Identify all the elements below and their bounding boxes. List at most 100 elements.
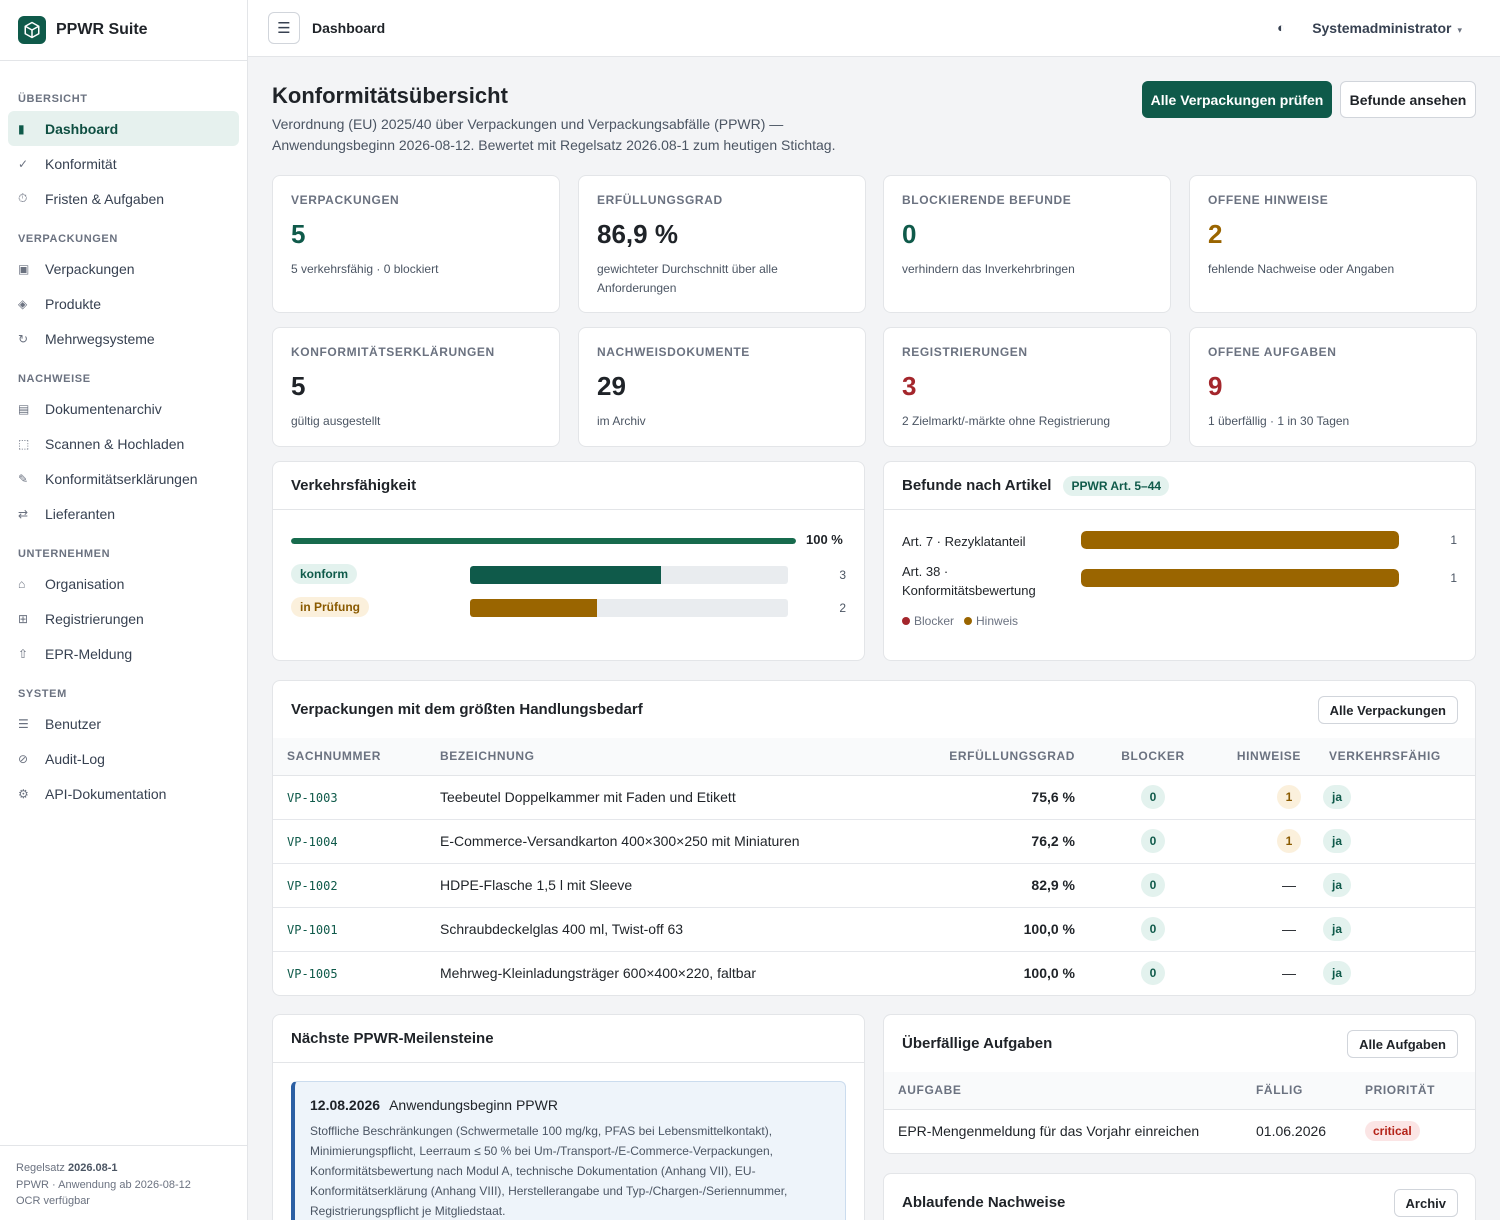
priority-badge: critical bbox=[1365, 1121, 1420, 1142]
packaging-grade: 100,0 % bbox=[1023, 965, 1075, 982]
nav-section-title: NACHWEISE bbox=[18, 373, 91, 385]
stat-card[interactable]: ERFÜLLUNGSGRAD 86,9 % gewichteter Durchsch… bbox=[578, 175, 866, 313]
view-findings-button[interactable]: Befunde ansehen bbox=[1340, 81, 1476, 118]
sidebar-item-registrierungen[interactable]: ⊞ Registrierungen bbox=[8, 601, 239, 636]
brand[interactable]: PPWR Suite bbox=[0, 0, 247, 61]
sidebar-item-scannen-hochladen[interactable]: ⬚ Scannen & Hochladen bbox=[8, 426, 239, 461]
packaging-action-card: Verpackungen mit dem größten Handlungsbe… bbox=[272, 680, 1476, 996]
ruleset-prefix: Regelsatz bbox=[16, 1162, 68, 1174]
sidebar-item-verpackungen[interactable]: ▣ Verpackungen bbox=[8, 251, 239, 286]
blocker-count: 0 bbox=[1141, 873, 1165, 897]
overall-progress-track bbox=[291, 538, 796, 544]
legend-item: Blocker bbox=[902, 614, 954, 628]
api-dokumentation-icon: ⚙ bbox=[18, 786, 29, 801]
sidebar-item-label: Lieferanten bbox=[45, 505, 116, 522]
col-prioritaet[interactable]: PRIORITÄT bbox=[1365, 1072, 1475, 1110]
marketable-badge: ja bbox=[1323, 961, 1351, 986]
packaging-grade: 100,0 % bbox=[910, 907, 1075, 952]
sidebar-item-epr-meldung[interactable]: ⇧ EPR-Meldung bbox=[8, 636, 239, 671]
overdue-header: Überfällige Aufgaben Alle Aufgaben bbox=[884, 1015, 1475, 1072]
packaging-name: Mehrweg-Kleinladungsträger 600×400×220, … bbox=[440, 965, 756, 982]
col-bezeichnung[interactable]: BEZEICHNUNG bbox=[440, 738, 910, 776]
archive-button[interactable]: Archiv bbox=[1393, 1189, 1458, 1217]
marketable-badge: ja bbox=[1323, 873, 1351, 897]
packaging-id[interactable]: VP-1003 bbox=[273, 775, 440, 820]
theme-toggle-icon[interactable]: ◐ bbox=[1277, 20, 1285, 35]
col-aufgabe[interactable]: AUFGABE bbox=[884, 1072, 1256, 1110]
packaging-id[interactable]: VP-1005 bbox=[273, 951, 440, 995]
packaging-id-link[interactable]: VP-1001 bbox=[287, 923, 338, 937]
check-all-packaging-button[interactable]: Alle Verpackungen prüfen bbox=[1142, 81, 1332, 118]
stat-card[interactable]: OFFENE HINWEISE 2 fehlende Nachweise oder … bbox=[1189, 175, 1477, 313]
user-menu[interactable]: Systemadministrator ▾ bbox=[1312, 20, 1462, 36]
packaging-id[interactable]: VP-1004 bbox=[273, 819, 440, 864]
mehrwegsysteme-icon: ↻ bbox=[18, 331, 29, 346]
fristen-aufgaben-icon: ⏱ bbox=[18, 191, 28, 205]
nav-section-title: SYSTEM bbox=[18, 688, 67, 700]
sidebar-item-organisation[interactable]: ⌂ Organisation bbox=[8, 566, 239, 601]
packaging-id[interactable]: VP-1002 bbox=[273, 863, 440, 908]
stat-description: gewichteter Durchschnitt über alle Anfor… bbox=[597, 262, 778, 295]
table-row[interactable]: VP-1004 E-Commerce-Versandkarton 400×300×… bbox=[273, 819, 1475, 864]
packaging-id-link[interactable]: VP-1005 bbox=[287, 967, 338, 982]
sidebar-item-fristen-aufgaben[interactable]: ⏱ Fristen & Aufgaben bbox=[8, 181, 239, 216]
packaging-id-link[interactable]: VP-1002 bbox=[287, 879, 338, 893]
stat-value: 9 bbox=[1208, 371, 1223, 401]
topbar: ☰ Dashboard ◐ Systemadministrator ▾ bbox=[248, 0, 1500, 57]
stat-card[interactable]: NACHWEISDOKUMENTE 29 im Archiv bbox=[578, 327, 866, 447]
chevron-down-icon: ▾ bbox=[1457, 25, 1462, 35]
marketable-badge: ja bbox=[1323, 829, 1351, 853]
table-row[interactable]: VP-1003 Teebeutel Doppelkammer mit Faden … bbox=[273, 775, 1475, 820]
priority-cell: critical bbox=[1365, 1109, 1475, 1153]
marketability-card: Verkehrsfähigkeit 100 % konform 3 in Prüfu… bbox=[272, 461, 865, 661]
sidebar-item-dokumentenarchiv[interactable]: ▤ Dokumentenarchiv bbox=[8, 391, 239, 426]
sidebar-item-dashboard[interactable]: ▮ Dashboard bbox=[8, 111, 239, 146]
stat-value: 2 bbox=[1208, 219, 1223, 249]
packaging-id-link[interactable]: VP-1003 bbox=[287, 791, 338, 805]
col-hinweise[interactable]: HINWEISE bbox=[1231, 738, 1301, 776]
article-label: Art. 7 · Rezyklatanteil bbox=[902, 534, 1026, 549]
dokumentenarchiv-icon: ▤ bbox=[18, 401, 30, 416]
stat-label: REGISTRIERUNGEN bbox=[902, 345, 1028, 359]
stat-card[interactable]: REGISTRIERUNGEN 3 2 Zielmarkt/-märkte ohne… bbox=[883, 327, 1171, 447]
status-count: 2 bbox=[839, 601, 846, 615]
marketable-cell: ja bbox=[1301, 863, 1475, 908]
stat-card[interactable]: OFFENE AUFGABEN 9 1 überfällig · 1 in 30 T… bbox=[1189, 327, 1477, 447]
blocker-cell: 0 bbox=[1075, 775, 1231, 820]
table-row[interactable]: VP-1005 Mehrweg-Kleinladungsträger 600×40… bbox=[273, 951, 1475, 995]
hints-cell: — bbox=[1231, 863, 1301, 908]
table-row[interactable]: EPR-Mengenmeldung für das Vorjahr einrei… bbox=[884, 1109, 1475, 1153]
card-title: Überfällige Aufgaben bbox=[902, 1035, 1053, 1052]
col-erfuellungsgrad[interactable]: ERFÜLLUNGSGRAD bbox=[910, 738, 1075, 776]
page-title: Konformitätsübersicht bbox=[272, 83, 508, 108]
stat-card[interactable]: VERPACKUNGEN 5 5 verkehrsfähig · 0 blockie… bbox=[272, 175, 560, 313]
stat-card[interactable]: KONFORMITÄTSERKLÄRUNGEN 5 gültig ausgestel… bbox=[272, 327, 560, 447]
packaging-id[interactable]: VP-1001 bbox=[273, 907, 440, 952]
sidebar-item-konformität[interactable]: ✓ Konformität bbox=[8, 146, 239, 181]
col-verkehrsfaehig[interactable]: VERKEHRSFÄHIG bbox=[1301, 738, 1475, 776]
table-row[interactable]: VP-1002 HDPE-Flasche 1,5 l mit Sleeve 82,9… bbox=[273, 863, 1475, 908]
sidebar-item-mehrwegsysteme[interactable]: ↻ Mehrwegsysteme bbox=[8, 321, 239, 356]
stat-description: 2 Zielmarkt/-märkte ohne Registrierung bbox=[902, 414, 1111, 428]
hints-cell: — bbox=[1231, 951, 1301, 995]
sidebar-item-produkte[interactable]: ◈ Produkte bbox=[8, 286, 239, 321]
col-sachnummer[interactable]: SACHNUMMER bbox=[273, 738, 440, 776]
all-tasks-button[interactable]: Alle Aufgaben bbox=[1347, 1030, 1458, 1058]
table-row[interactable]: VP-1001 Schraubdeckelglas 400 ml, Twist-o… bbox=[273, 907, 1475, 952]
all-packaging-button[interactable]: Alle Verpackungen bbox=[1317, 696, 1458, 724]
sidebar-item-konformitätserklärungen[interactable]: ✎ Konformitätserklärungen bbox=[8, 461, 239, 496]
sidebar-item-api-dokumentation[interactable]: ⚙ API-Dokumentation bbox=[8, 776, 239, 811]
stat-card[interactable]: BLOCKIERENDE BEFUNDE 0 verhindern das Inve… bbox=[883, 175, 1171, 313]
col-faellig[interactable]: FÄLLIG bbox=[1256, 1072, 1365, 1110]
col-blocker[interactable]: BLOCKER bbox=[1075, 738, 1231, 776]
packaging-id-link[interactable]: VP-1004 bbox=[287, 835, 338, 849]
box-icon bbox=[18, 16, 46, 44]
stat-label: NACHWEISDOKUMENTE bbox=[597, 345, 750, 359]
stat-value: 5 bbox=[291, 371, 306, 401]
stat-value: 86,9 % bbox=[597, 219, 678, 249]
legend-item: Hinweis bbox=[964, 614, 1018, 628]
sidebar-item-lieferanten[interactable]: ⇄ Lieferanten bbox=[8, 496, 239, 531]
sidebar-item-benutzer[interactable]: ☰ Benutzer bbox=[8, 706, 239, 741]
sidebar-item-audit-log[interactable]: ⊘ Audit-Log bbox=[8, 741, 239, 776]
menu-toggle-button[interactable]: ☰ bbox=[268, 12, 300, 44]
